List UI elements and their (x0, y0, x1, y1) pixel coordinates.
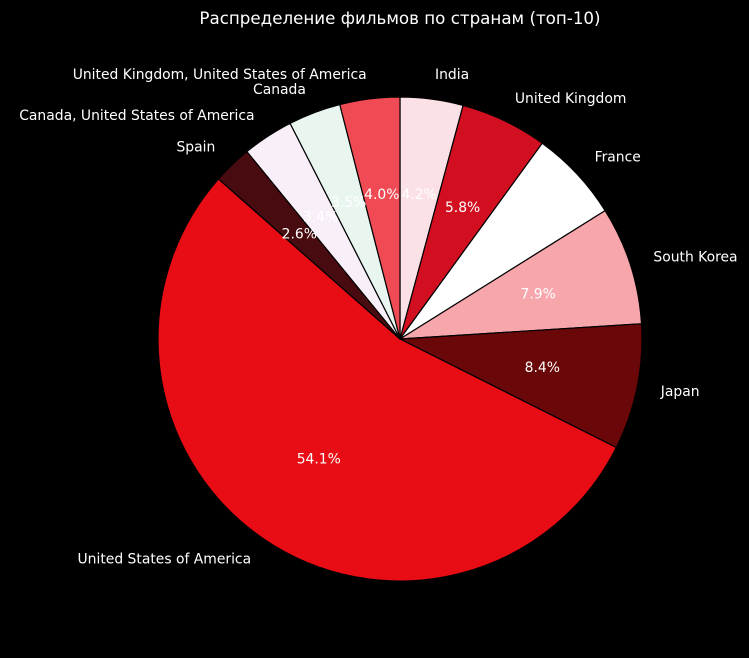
percent-label-india: 4.2% (401, 187, 436, 203)
pie-slices-group (157, 96, 643, 582)
category-label-india: India (435, 67, 469, 83)
category-label-canada-united-states-of-america: Canada, United States of America (19, 108, 254, 124)
percent-label-canada: 3.5% (331, 195, 366, 211)
percent-label-united-states-of-america: 54.1% (297, 451, 341, 467)
category-label-japan: Japan (660, 384, 700, 400)
pie-slice-south-korea (399, 210, 643, 340)
category-label-united-kingdom-united-states-of-america: United Kingdom, United States of America (73, 67, 367, 83)
percent-label-united-kingdom-united-states-of-america: 4.0% (364, 187, 399, 203)
category-label-france: France (595, 149, 641, 165)
category-labels-group: India United Kingdom France South Korea Japa… (19, 67, 737, 568)
category-label-spain: Spain (176, 139, 215, 155)
percent-label-united-kingdom: 5.8% (445, 200, 480, 216)
percent-label-spain: 2.6% (282, 226, 317, 242)
category-label-south-korea: South Korea (653, 250, 737, 266)
chart-title: Распределение фильмов по странам (топ-10… (199, 8, 600, 28)
percent-label-japan: 8.4% (525, 360, 560, 376)
pie-slice-united-states-of-america (157, 178, 617, 582)
pie-slice-japan (399, 323, 643, 449)
percent-label-france: 6.1% (489, 232, 524, 248)
category-label-canada: Canada (253, 82, 306, 98)
category-label-united-kingdom: United Kingdom (515, 91, 627, 107)
category-label-united-states-of-america: United States of America (78, 552, 252, 568)
pie-slice-united-kingdom-united-states-of-america (339, 96, 401, 340)
percent-label-south-korea: 7.9% (521, 287, 556, 303)
percent-labels-group: 4.2% 5.8% 6.1% 7.9% 8.4% 54.1% 2.6%3.4%3.5%4.0… (282, 187, 560, 467)
percent-label-canada-united-states-of-america: 3.4% (303, 209, 338, 225)
